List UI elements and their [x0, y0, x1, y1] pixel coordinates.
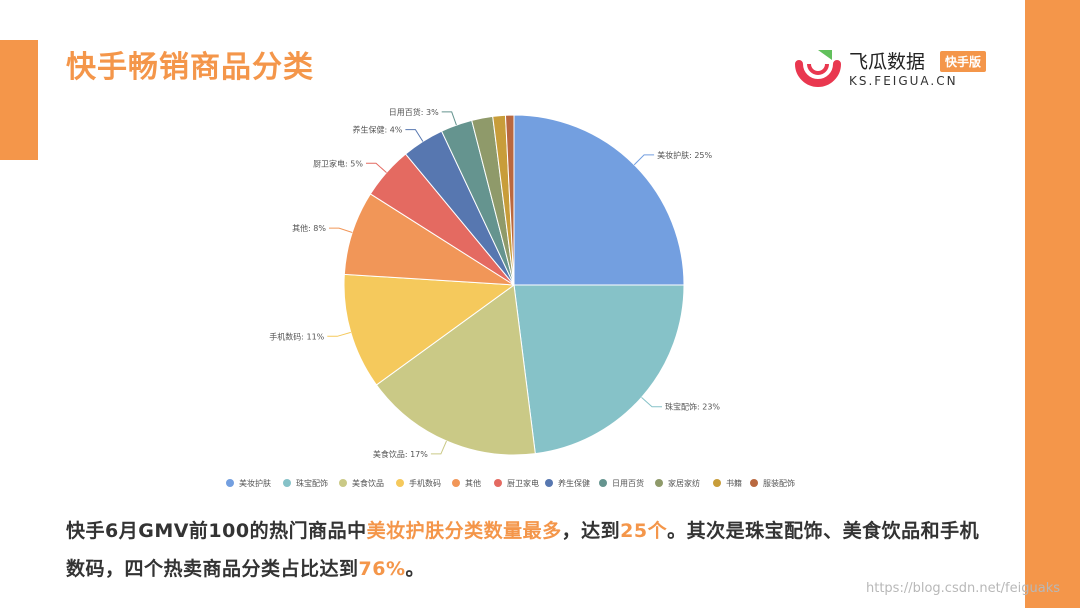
legend-label-4[interactable]: 其他	[465, 478, 481, 488]
pie-slice-2[interactable]	[375, 284, 536, 456]
slice-label-line-6	[405, 129, 424, 142]
slice-label-2: 美食饮品: 17%	[373, 449, 428, 459]
slice-label-line-7	[441, 111, 457, 126]
legend-label-1[interactable]: 珠宝配饰	[296, 478, 328, 488]
summary-highlight-count: 25个	[620, 520, 668, 542]
summary-text: 快手6月GMV前100的热门商品中美妆护肤分类数量最多，达到25个。其次是珠宝配…	[66, 512, 986, 588]
pie-slice-1[interactable]	[513, 284, 685, 455]
watermark: https://blog.csdn.net/feiguaks	[866, 581, 1061, 596]
legend-label-3[interactable]: 手机数码	[409, 478, 441, 488]
legend-label-7[interactable]: 日用百货	[612, 478, 644, 488]
summary-part-1: 快手6月GMV前100的热门商品中	[66, 520, 367, 542]
slice-label-0: 美妆护肤: 25%	[657, 150, 712, 160]
legend-marker-10[interactable]	[750, 479, 758, 487]
slice-label-line-5	[366, 162, 387, 173]
legend-label-6[interactable]: 养生保健	[558, 478, 590, 488]
pie-slice-10[interactable]	[504, 114, 515, 286]
summary-part-3: ，达到	[561, 520, 621, 542]
legend-label-2[interactable]: 美食饮品	[352, 478, 384, 488]
slice-label-6: 养生保健: 4%	[352, 125, 402, 135]
slice-label-line-0	[633, 154, 655, 166]
slice-label-3: 手机数码: 11%	[269, 331, 324, 341]
slice-label-1: 珠宝配饰: 23%	[665, 402, 720, 412]
legend-marker-4[interactable]	[452, 479, 460, 487]
summary-highlight-percent: 76%	[358, 558, 406, 580]
slice-label-7: 日用百货: 3%	[389, 107, 439, 117]
summary-part-7: 。	[405, 558, 426, 580]
feigua-logo: 飞瓜数据 快手版 KS.FEIGUA.CN	[795, 48, 995, 92]
legend-marker-6[interactable]	[545, 479, 553, 487]
logo-name: 飞瓜数据	[849, 51, 926, 73]
legend-marker-9[interactable]	[713, 479, 721, 487]
legend-marker-3[interactable]	[396, 479, 404, 487]
legend-label-0[interactable]: 美妆护肤	[239, 478, 271, 488]
slice-label-line-2	[430, 440, 447, 455]
logo-domain: KS.FEIGUA.CN	[849, 74, 958, 88]
slice-label-line-1	[641, 397, 662, 408]
legend-marker-0[interactable]	[226, 479, 234, 487]
legend-label-5[interactable]: 厨卫家电	[507, 478, 539, 488]
slice-label-line-3	[327, 331, 351, 337]
category-pie-chart: 美妆护肤: 25% 珠宝配饰: 23% 美食饮品: 17% 手机数码: 11% 其他: …	[226, 107, 795, 488]
slice-label-4: 其他: 8%	[292, 223, 326, 233]
pie-slice-3[interactable]	[343, 273, 516, 386]
left-accent-bar	[0, 40, 38, 160]
slice-label-line-4	[329, 227, 353, 233]
pie-slice-0[interactable]	[513, 114, 685, 286]
summary-part-5: 。其次是珠宝配饰、美食饮品和手机数码，四个热卖商品分类占比达到	[66, 520, 980, 580]
summary-highlight-category: 美妆护肤分类数量最多	[366, 520, 562, 542]
legend-marker-2[interactable]	[339, 479, 347, 487]
page-title: 快手畅销商品分类	[66, 50, 314, 85]
legend-label-10[interactable]: 服装配饰	[763, 478, 795, 488]
legend-marker-5[interactable]	[494, 479, 502, 487]
legend-label-9[interactable]: 书籍	[726, 478, 742, 488]
legend-label-8[interactable]: 家居家纺	[668, 478, 700, 488]
slice-label-5: 厨卫家电: 5%	[313, 158, 363, 168]
legend-marker-8[interactable]	[655, 479, 663, 487]
feigua-logo-icon	[795, 50, 841, 87]
logo-badge: 快手版	[940, 51, 987, 72]
legend-marker-1[interactable]	[283, 479, 291, 487]
right-accent-bar	[1025, 0, 1080, 608]
legend-marker-7[interactable]	[599, 479, 607, 487]
